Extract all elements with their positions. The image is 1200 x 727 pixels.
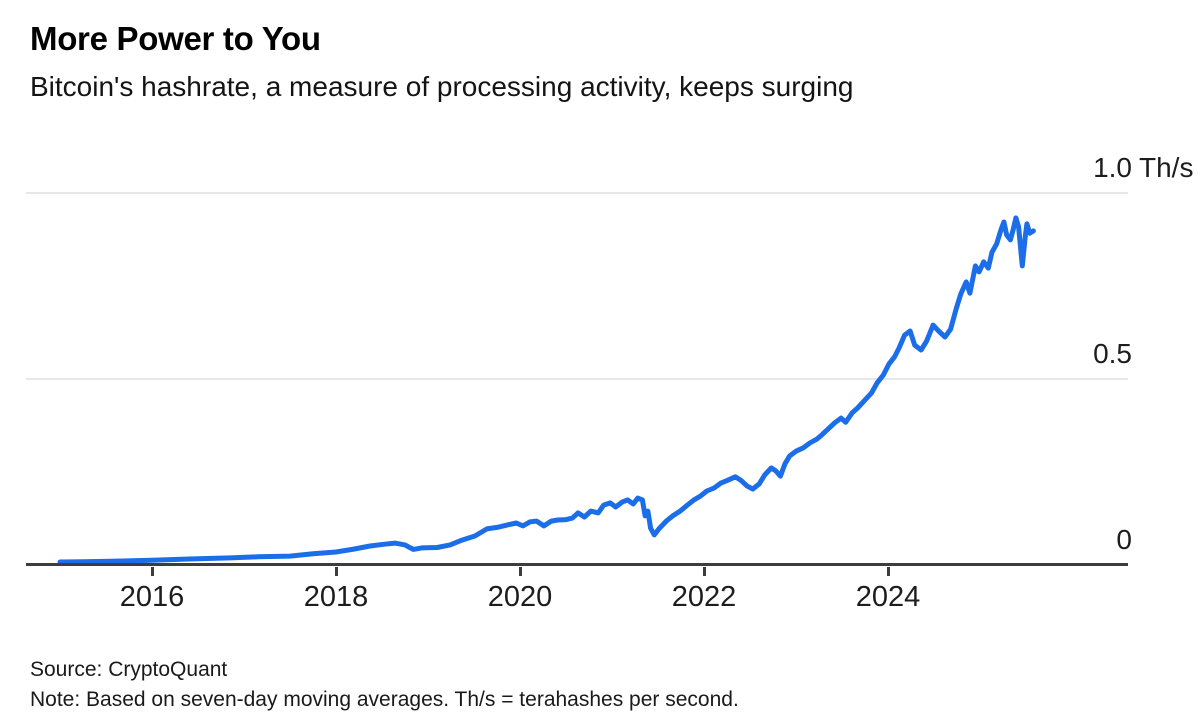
chart-footer: Source: CryptoQuant Note: Based on seven… — [30, 655, 739, 715]
chart-title: More Power to You — [30, 20, 321, 57]
y-tick-label: 0.5 — [1000, 338, 1132, 370]
x-tick-label: 2018 — [303, 581, 369, 613]
y-tick-value: 0 — [1116, 524, 1132, 555]
x-tick-label: 2024 — [855, 581, 921, 613]
x-tick-mark — [519, 567, 522, 576]
y-tick-value: 0.5 — [1093, 338, 1132, 369]
y-gridline — [26, 192, 1128, 194]
source-note: Source: CryptoQuant — [30, 658, 228, 681]
x-tick-label: 2022 — [671, 581, 737, 613]
y-gridline — [26, 378, 1128, 380]
x-tick-mark — [703, 567, 706, 576]
x-tick-label: 2016 — [119, 581, 185, 613]
methodology-note: Note: Based on seven-day moving averages… — [30, 688, 739, 711]
hashrate-line — [57, 215, 1036, 565]
x-axis-line — [26, 563, 1128, 566]
y-axis-unit-label: Th/s — [1139, 152, 1194, 183]
x-tick-mark — [887, 567, 890, 576]
y-tick-label: 1.0 Th/s — [1000, 152, 1193, 184]
y-tick-label: 0 — [1000, 524, 1132, 556]
x-tick-mark — [335, 567, 338, 576]
y-tick-value: 1.0 — [1093, 152, 1132, 183]
chart-subtitle: Bitcoin's hashrate, a measure of process… — [30, 71, 854, 102]
x-tick-label: 2020 — [487, 581, 553, 613]
x-tick-mark — [151, 567, 154, 576]
